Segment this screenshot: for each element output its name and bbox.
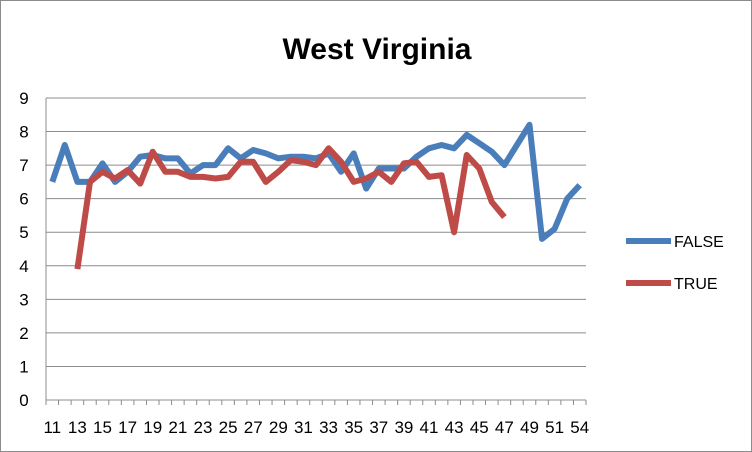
x-tick-label: 49 — [520, 418, 539, 437]
series-lines — [49, 121, 582, 270]
legend-label: FALSE — [674, 234, 724, 251]
x-tick-label: 25 — [219, 418, 238, 437]
y-tick-label: 6 — [19, 190, 28, 209]
x-tick-label: 45 — [470, 418, 489, 437]
y-axis-tick-labels: 0 1 2 3 4 5 6 7 8 9 — [19, 89, 28, 410]
x-tick-label: 11 — [43, 418, 61, 437]
y-tick-label: 9 — [19, 89, 28, 108]
x-tick-label: 17 — [118, 418, 137, 437]
x-tick-label: 35 — [344, 418, 363, 437]
y-tick-label: 4 — [19, 257, 28, 276]
x-tick-label: 15 — [93, 418, 112, 437]
y-tick-label: 2 — [19, 324, 28, 343]
x-tick-label: 41 — [420, 418, 439, 437]
y-tick-label: 8 — [19, 123, 28, 142]
axes — [45, 98, 587, 405]
y-tick-label: 3 — [19, 290, 28, 309]
x-tick-label: 47 — [495, 418, 514, 437]
x-tick-label: 29 — [269, 418, 288, 437]
x-tick-label: 21 — [168, 418, 187, 437]
legend-label: TRUE — [674, 276, 718, 293]
gridlines — [46, 97, 586, 367]
x-tick-label: 13 — [68, 418, 87, 437]
x-tick-label: 31 — [294, 418, 313, 437]
y-tick-label: 1 — [19, 357, 28, 376]
y-tick-label: 7 — [19, 156, 28, 175]
x-axis-tick-labels: 11 13 15 17 19 21 23 25 27 29 31 33 35 37 39 41 43 45 47 49… — [43, 418, 589, 437]
x-tick-label: 43 — [445, 418, 464, 437]
chart-title: West Virginia — [283, 33, 472, 66]
series-line-true — [74, 145, 507, 270]
x-tick-label: 39 — [394, 418, 413, 437]
x-tick-label: 54 — [570, 418, 589, 437]
y-tick-label: 5 — [19, 223, 28, 242]
x-tick-label: 19 — [143, 418, 162, 437]
x-tick-label: 27 — [244, 418, 263, 437]
x-tick-label: 23 — [194, 418, 213, 437]
y-tick-label: 0 — [19, 391, 28, 410]
series-line-false — [49, 121, 582, 242]
x-tick-label: 51 — [545, 418, 564, 437]
legend: FALSE TRUE — [626, 234, 724, 293]
x-tick-label: 33 — [319, 418, 338, 437]
x-tick-label: 37 — [369, 418, 388, 437]
